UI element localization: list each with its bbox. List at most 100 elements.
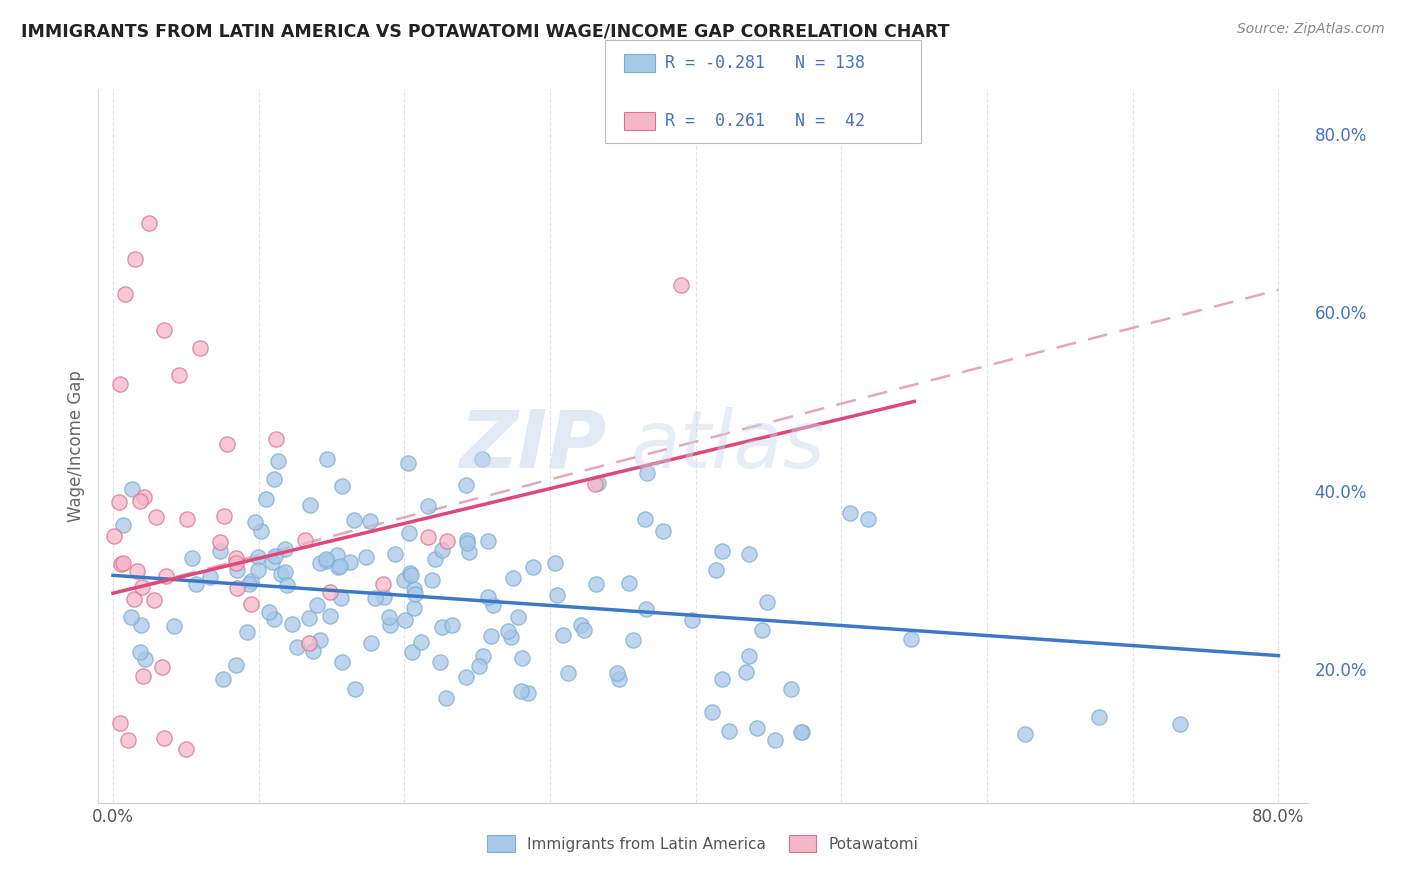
Point (392, 574, 415, 588)
Point (298, 498, 321, 512)
Point (108, 494, 131, 508)
Point (125, 564, 148, 578)
Point (516, 686, 538, 700)
Point (456, 533, 478, 547)
Point (711, 673, 734, 687)
Point (266, 432, 288, 446)
Point (294, 533, 316, 547)
Point (263, 612, 285, 626)
Point (129, 494, 152, 508)
Point (285, 640, 308, 654)
Point (609, 673, 631, 687)
Point (499, 630, 522, 644)
Point (429, 655, 451, 669)
Point (763, 732, 786, 747)
Point (240, 597, 263, 611)
Point (110, 715, 132, 730)
Point (704, 563, 727, 577)
Point (274, 565, 297, 579)
Point (243, 515, 266, 529)
Point (138, 216, 160, 230)
Point (326, 559, 349, 574)
Point (326, 548, 349, 562)
Point (606, 665, 628, 680)
Point (281, 617, 304, 632)
Point (738, 547, 761, 561)
Point (522, 559, 544, 574)
Point (330, 479, 353, 493)
Point (634, 511, 657, 525)
Point (900, 632, 922, 646)
Point (574, 623, 596, 637)
Point (384, 547, 406, 561)
Point (738, 648, 761, 663)
Point (734, 665, 756, 679)
Point (456, 535, 478, 549)
Point (394, 614, 416, 628)
Legend: Immigrants from Latin America, Potawatomi: Immigrants from Latin America, Potawatom… (479, 828, 927, 859)
Point (343, 513, 366, 527)
Point (225, 658, 247, 673)
Point (399, 566, 422, 580)
Point (236, 625, 259, 640)
Point (315, 552, 337, 566)
Point (120, 610, 142, 624)
Point (456, 670, 478, 684)
Point (264, 549, 287, 563)
Text: Source: ZipAtlas.com: Source: ZipAtlas.com (1237, 22, 1385, 37)
Point (755, 594, 778, 608)
Point (215, 437, 238, 451)
Point (557, 666, 579, 681)
Point (681, 613, 703, 627)
Point (329, 591, 352, 605)
Point (378, 609, 401, 624)
Point (198, 570, 221, 584)
Text: IMMIGRANTS FROM LATIN AMERICA VS POTAWATOMI WAGE/INCOME GAP CORRELATION CHART: IMMIGRANTS FROM LATIN AMERICA VS POTAWAT… (21, 22, 949, 40)
Point (208, 544, 231, 558)
Point (418, 530, 440, 544)
Point (404, 586, 426, 600)
Point (496, 624, 519, 638)
Point (247, 563, 270, 577)
Point (409, 635, 432, 649)
Point (298, 636, 321, 650)
Point (330, 655, 353, 669)
Text: atlas: atlas (630, 407, 825, 485)
Point (456, 478, 478, 492)
Point (263, 472, 285, 486)
Point (422, 573, 444, 587)
Point (509, 684, 531, 698)
Point (110, 376, 132, 391)
Point (401, 645, 423, 659)
Point (359, 514, 381, 528)
Point (212, 672, 235, 686)
Point (702, 705, 724, 719)
Point (399, 568, 422, 582)
Point (858, 512, 880, 526)
Point (468, 658, 491, 673)
Point (621, 633, 644, 648)
Point (544, 556, 567, 570)
Point (717, 724, 740, 739)
Point (142, 592, 165, 607)
Point (423, 551, 446, 566)
Point (751, 623, 773, 637)
Point (150, 659, 173, 673)
Point (1168, 717, 1191, 731)
Point (315, 452, 337, 467)
Point (583, 476, 606, 491)
Point (569, 618, 592, 632)
Point (276, 578, 298, 592)
Point (238, 576, 260, 591)
Point (212, 509, 235, 524)
Point (551, 627, 574, 641)
Point (471, 452, 494, 467)
Point (190, 341, 212, 355)
Point (267, 454, 290, 468)
Point (441, 618, 464, 632)
Point (329, 559, 352, 574)
Point (301, 643, 323, 657)
Text: ZIP: ZIP (458, 407, 606, 485)
Point (472, 648, 495, 663)
Text: R =  0.261   N =  42: R = 0.261 N = 42 (665, 112, 865, 130)
